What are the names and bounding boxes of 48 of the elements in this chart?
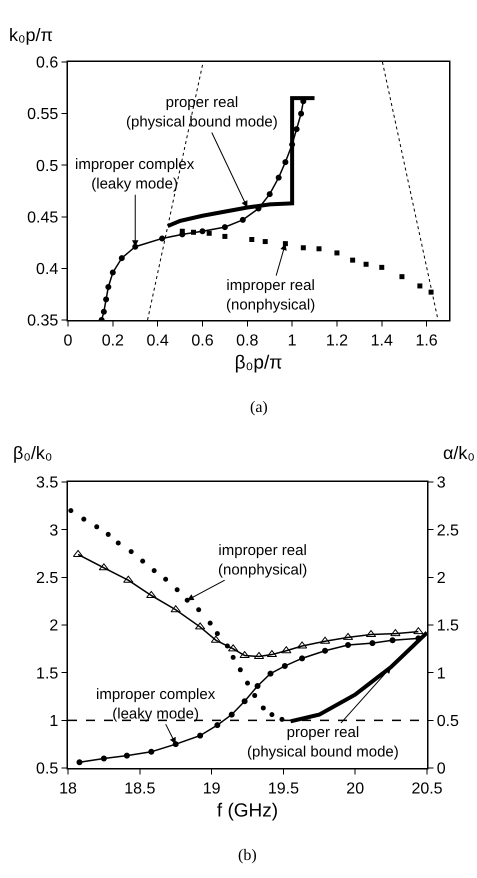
y-tick-label: 2	[49, 618, 58, 635]
x-tick-label: 0	[64, 332, 73, 350]
annotation: improper complex (leaky mode)	[96, 686, 216, 722]
y-tick-label: 0.6	[36, 54, 58, 72]
y-tick-label: 2.5	[36, 570, 58, 587]
y-tick-label: 1	[49, 712, 58, 730]
x-axis-title: β₀p/π	[234, 352, 282, 374]
x-tick-label: 18.5	[124, 780, 156, 798]
y-tick-label: 1.5	[36, 665, 58, 682]
x-tick-label: 0.8	[236, 332, 259, 350]
y-tick-label: 0.5	[36, 158, 58, 175]
y-tick-label: 3.5	[36, 474, 58, 492]
y-tick-label: 0.55	[27, 106, 58, 124]
y-tick-label: 0.5	[36, 760, 58, 778]
y-axis-title: β₀/k₀	[13, 443, 52, 463]
annotation: improper real (nonphysical)	[218, 542, 308, 578]
annotation: proper real (physical bound mode)	[247, 724, 399, 760]
annotation: improper real (nonphysical)	[226, 277, 316, 314]
annotation: improper complex (leaky mode)	[75, 156, 195, 192]
y2-tick-label: 3	[436, 474, 446, 492]
y-tick-label: 3	[49, 522, 58, 540]
x-tick-label: 1	[288, 332, 297, 350]
y2-tick-label: 0	[436, 760, 446, 778]
y2-tick-label: 2.5	[436, 522, 460, 540]
y2-tick-label: 1.5	[436, 618, 460, 635]
x-tick-label: 1.6	[415, 332, 438, 350]
y-tick-label: 0.35	[27, 312, 58, 330]
x-tick-label: 19.5	[268, 780, 300, 798]
x-tick-label: 0.6	[191, 332, 214, 350]
x-tick-label: 0.4	[146, 332, 169, 350]
y-axis-title: k₀p/π	[9, 25, 53, 45]
y2-tick-label: 2	[436, 570, 446, 587]
x-tick-label: 20.5	[411, 780, 443, 798]
x-tick-label: 0.2	[102, 332, 124, 350]
y2-tick-label: 0.5	[436, 712, 460, 730]
y-tick-label: 0.45	[27, 209, 58, 226]
x-tick-label: 18	[59, 780, 77, 798]
x-tick-label: 19	[202, 780, 221, 798]
text: (b)	[238, 847, 257, 864]
x-tick-label: 1.2	[326, 332, 348, 350]
x-axis-title: f (GHz)	[216, 800, 278, 822]
y2-axis-title: α/k₀	[443, 443, 475, 463]
x-tick-label: 1.4	[370, 332, 393, 350]
annotation: proper real (physical bound mode)	[126, 94, 278, 130]
text: (a)	[250, 399, 268, 416]
y2-tick-label: 1	[436, 665, 446, 682]
y-tick-label: 0.4	[36, 261, 58, 278]
x-tick-label: 20	[346, 780, 364, 798]
